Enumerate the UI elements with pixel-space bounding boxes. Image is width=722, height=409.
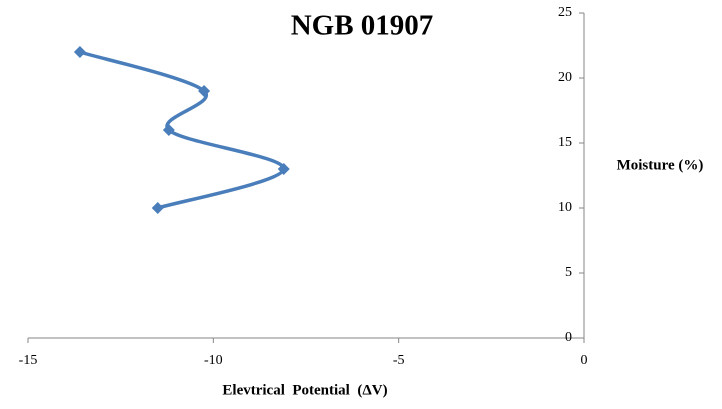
data-point bbox=[198, 85, 211, 97]
y-tick-label: 20 bbox=[558, 70, 572, 85]
x-tick-label: -10 bbox=[204, 353, 223, 368]
chart-title: NGB 01907 bbox=[291, 10, 434, 42]
y-tick-label: 25 bbox=[558, 5, 572, 20]
x-tick-label: -5 bbox=[393, 353, 405, 368]
y-tick-label: 10 bbox=[558, 200, 572, 215]
y-tick-label: 5 bbox=[565, 265, 572, 280]
data-point bbox=[162, 124, 175, 136]
x-tick-label: -15 bbox=[19, 353, 38, 368]
data-point bbox=[73, 46, 86, 58]
x-axis-label: Elevtrical Potential (ΔV) bbox=[222, 382, 387, 398]
y-tick-label: 15 bbox=[558, 135, 572, 150]
data-point bbox=[151, 202, 164, 214]
x-tick-label: 0 bbox=[581, 353, 588, 368]
data-point bbox=[277, 163, 290, 175]
series-line bbox=[79, 50, 286, 210]
y-axis-label: Moisture (%) bbox=[617, 157, 704, 173]
y-tick-label: 0 bbox=[565, 330, 572, 345]
